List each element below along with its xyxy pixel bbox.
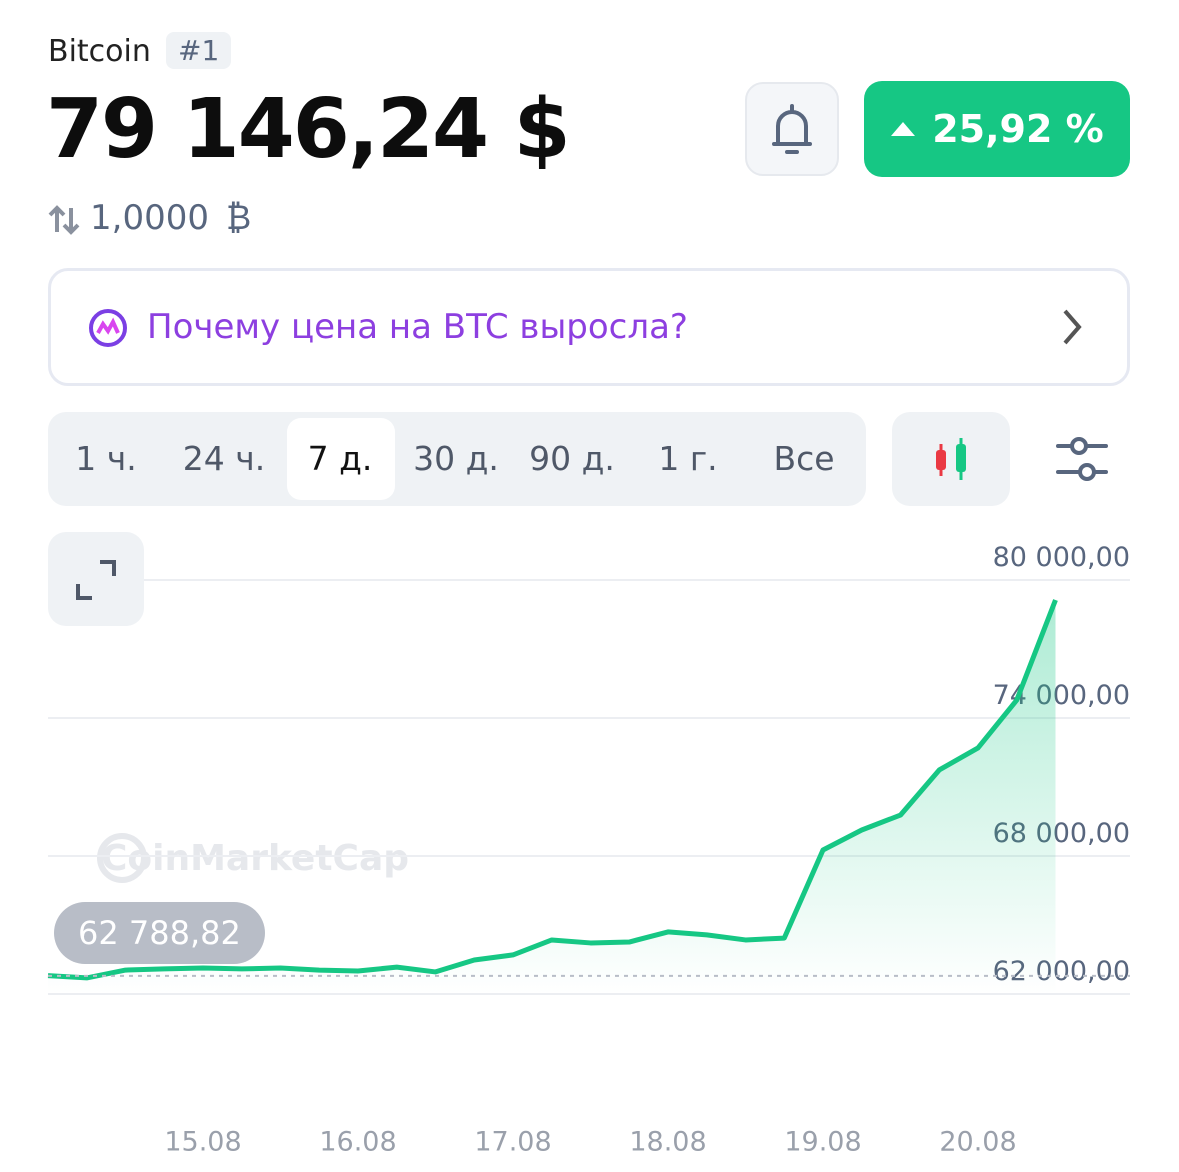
active-tab-bg	[287, 418, 395, 500]
bell-icon	[772, 104, 812, 154]
ai-banner[interactable]: Почему цена на BTC выросла?	[48, 268, 1130, 386]
settings-icon[interactable]	[1050, 430, 1114, 490]
swap-icon	[48, 205, 80, 235]
x-tick-label: 17.08	[474, 1127, 551, 1158]
timeframe-tab[interactable]: 24 ч.	[182, 439, 266, 478]
watermark: CoinMarketCap	[101, 838, 409, 879]
x-tick-label: 20.08	[939, 1127, 1016, 1158]
change-value: 25,92 %	[932, 107, 1104, 151]
coin-name: Bitcoin	[48, 34, 151, 69]
alert-button[interactable]	[745, 82, 839, 176]
conversion: 1,0000	[90, 198, 209, 238]
ai-icon	[89, 309, 127, 347]
price: 79 146,24 $	[46, 82, 571, 177]
timeframe-tab[interactable]: 7 д.	[307, 439, 373, 478]
timeframe-tab[interactable]: 30 д.	[413, 439, 499, 478]
chevron	[1063, 309, 1082, 345]
x-tick-label: 16.08	[319, 1127, 396, 1158]
timeframe-tab[interactable]: Все	[773, 439, 835, 478]
expand-icon	[76, 560, 116, 600]
price-line	[47, 599, 1058, 981]
currency-symbol: ₿	[226, 198, 252, 238]
y-tick-label: 80 000,00	[993, 542, 1130, 573]
expand-button[interactable]	[48, 532, 144, 626]
timeframe-tab[interactable]: 1 г.	[658, 439, 718, 478]
x-tick-label: 15.08	[164, 1127, 241, 1158]
candle-button[interactable]	[892, 412, 1010, 506]
watermark-logo	[97, 833, 147, 883]
timeframe-tab[interactable]: 1 ч.	[75, 439, 137, 478]
banner-text: Почему цена на BTC выросла?	[147, 307, 688, 347]
up-triangle	[891, 122, 916, 136]
x-tick-label: 18.08	[629, 1127, 706, 1158]
rank-badge: #1	[166, 32, 232, 69]
timeframe-tab[interactable]: 90 д.	[529, 439, 615, 478]
reference-label: 62 788,82	[54, 901, 265, 964]
change-badge[interactable]: 25,92 %	[864, 81, 1130, 177]
x-tick-label: 19.08	[784, 1127, 861, 1158]
candle-icon	[936, 438, 966, 480]
timeframe-bar	[48, 412, 866, 506]
